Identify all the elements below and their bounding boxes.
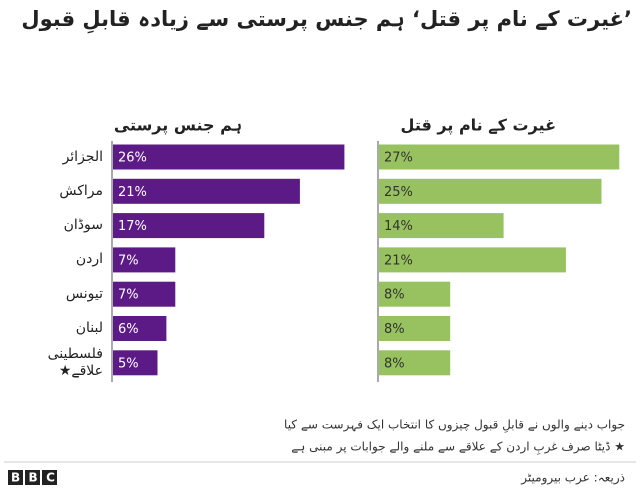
value-label: 25% (384, 185, 413, 200)
bar (379, 213, 504, 239)
bar (379, 178, 602, 204)
bar (113, 144, 345, 170)
value-label: 8% (384, 322, 405, 337)
bar (113, 247, 176, 273)
value-label: 8% (384, 288, 405, 303)
bar (379, 247, 566, 273)
logo: BBC (11, 471, 63, 485)
bar (379, 144, 620, 170)
bar (113, 213, 265, 239)
bar (113, 316, 167, 341)
value-label: 6% (118, 322, 139, 337)
value-label: 26% (118, 151, 147, 166)
logo-box (42, 470, 57, 485)
category-label: تیونس (65, 285, 103, 302)
bar (113, 350, 158, 376)
bar (379, 350, 451, 376)
page-title: ’غیرت کے نام پر قتل‘ ہم جنس پرستی سے زیا… (21, 7, 632, 34)
category-label: فلسطینی علاقے★ (47, 345, 103, 379)
footnote: ★ ڈیٹا صرف غربِ اردن کے علاقے سے ملنے وا… (291, 440, 625, 455)
bar (379, 316, 451, 341)
value-label: 27% (384, 151, 413, 166)
value-label: 8% (384, 356, 405, 371)
value-label: 7% (118, 253, 139, 268)
value-label: 17% (118, 219, 147, 234)
value-label: 7% (118, 288, 139, 303)
value-label: 14% (384, 219, 413, 234)
category-label: لبنان (75, 320, 103, 336)
panel-title: ہم جنس پرستی (114, 116, 242, 136)
value-label: 21% (118, 185, 147, 200)
value-label: 5% (118, 356, 139, 371)
source: ذریعہ: عرب بیرومیٹر (520, 471, 625, 486)
category-label: سوڈان (63, 217, 103, 234)
category-label: مراکش (59, 182, 103, 199)
value-label: 21% (384, 253, 413, 268)
logo-box (25, 470, 40, 485)
bar (113, 178, 300, 204)
bar (379, 281, 451, 307)
category-label: الجزائر (62, 148, 103, 165)
panel-title: غیرت کے نام پر قتل (401, 116, 556, 136)
footnote: جواب دینے والوں نے قابلِ قبول چیزوں کا ا… (284, 418, 625, 434)
logo-box (8, 470, 23, 485)
bar (113, 281, 176, 307)
category-label: اردن (75, 251, 103, 268)
